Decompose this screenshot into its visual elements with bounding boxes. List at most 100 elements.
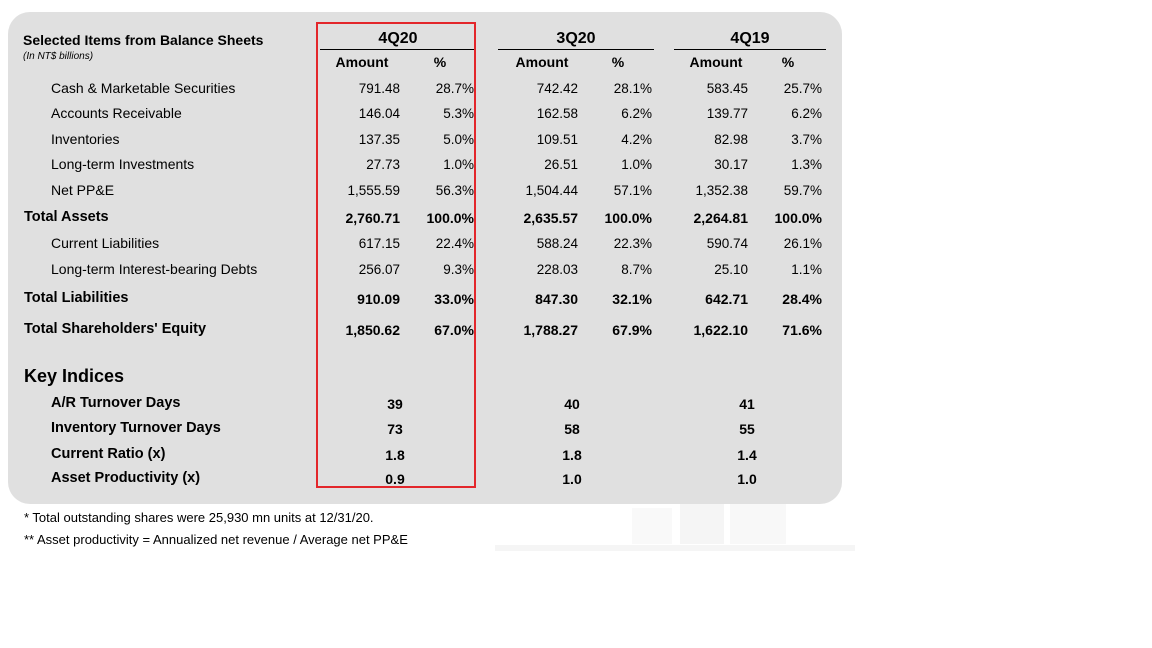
pct-header: %	[781, 54, 795, 70]
percent-cell: 1.1%	[791, 262, 822, 277]
amount-cell: 1,622.10	[693, 322, 749, 338]
percent-cell: 32.1%	[612, 291, 652, 307]
balance-sheet-panel	[8, 12, 842, 504]
key-index-value: 0.9	[385, 471, 405, 487]
key-index-value: 1.8	[385, 447, 405, 463]
percent-cell: 100.0%	[774, 210, 822, 226]
amount-cell: 588.24	[536, 236, 578, 251]
percent-cell: 3.7%	[791, 132, 822, 147]
percent-cell: 5.0%	[443, 132, 474, 147]
amount-header: Amount	[689, 54, 743, 70]
percent-cell: 28.1%	[613, 81, 652, 96]
amount-cell: 256.07	[358, 262, 400, 277]
percent-cell: 71.6%	[782, 322, 822, 338]
key-index-label: A/R Turnover Days	[51, 395, 181, 411]
percent-cell: 22.4%	[435, 236, 474, 251]
amount-cell: 910.09	[357, 291, 400, 307]
amount-cell: 2,635.57	[523, 210, 579, 226]
period-header: 4Q20	[378, 30, 418, 47]
amount-cell: 583.45	[706, 81, 748, 96]
row-label: Net PP&E	[51, 182, 115, 198]
percent-cell: 6.2%	[621, 106, 652, 121]
table-title: Selected Items from Balance Sheets	[23, 32, 264, 48]
key-index-label: Current Ratio (x)	[51, 446, 166, 462]
row-label: Current Liabilities	[51, 235, 160, 251]
amount-header: Amount	[335, 54, 389, 70]
amount-cell: 109.51	[536, 132, 578, 147]
amount-cell: 82.98	[714, 132, 748, 147]
amount-cell: 590.74	[706, 236, 748, 251]
amount-cell: 1,555.59	[347, 183, 400, 198]
percent-cell: 56.3%	[435, 183, 474, 198]
percent-cell: 8.7%	[621, 262, 652, 277]
key-index-value: 1.0	[562, 471, 582, 487]
key-index-label: Inventory Turnover Days	[51, 420, 221, 436]
amount-cell: 228.03	[536, 262, 578, 277]
key-index-value: 41	[739, 396, 755, 412]
key-index-value: 58	[564, 421, 580, 437]
percent-cell: 67.9%	[612, 322, 652, 338]
percent-cell: 100.0%	[426, 210, 474, 226]
amount-cell: 1,504.44	[525, 183, 578, 198]
background-decoration	[495, 545, 855, 551]
amount-cell: 26.51	[544, 157, 578, 172]
amount-cell: 1,352.38	[695, 183, 748, 198]
amount-cell: 162.58	[536, 106, 578, 121]
pct-header: %	[433, 54, 447, 70]
percent-cell: 6.2%	[791, 106, 822, 121]
percent-cell: 33.0%	[434, 291, 474, 307]
amount-cell: 27.73	[366, 157, 400, 172]
amount-cell: 742.42	[536, 81, 578, 96]
key-index-value: 40	[564, 396, 580, 412]
amount-cell: 146.04	[358, 106, 400, 121]
row-label-total: Total Shareholders' Equity	[24, 321, 207, 337]
pct-header: %	[611, 54, 625, 70]
period-header: 4Q19	[730, 30, 770, 47]
amount-cell: 847.30	[535, 291, 578, 307]
row-label: Inventories	[51, 131, 120, 147]
key-index-value: 55	[739, 421, 755, 437]
amount-cell: 791.48	[358, 81, 400, 96]
amount-cell: 1,788.27	[523, 322, 579, 338]
percent-cell: 5.3%	[443, 106, 474, 121]
amount-cell: 139.77	[706, 106, 748, 121]
amount-cell: 137.35	[358, 132, 400, 147]
key-indices-title: Key Indices	[24, 366, 125, 386]
key-index-value: 39	[387, 396, 403, 412]
row-label: Long-term Interest-bearing Debts	[51, 261, 258, 277]
percent-cell: 9.3%	[443, 262, 474, 277]
key-index-value: 1.4	[737, 447, 757, 463]
row-label: Long-term Investments	[51, 156, 195, 172]
period-header: 3Q20	[556, 30, 596, 47]
background-decoration	[730, 498, 786, 544]
key-index-value: 1.8	[562, 447, 582, 463]
percent-cell: 57.1%	[613, 183, 652, 198]
period-underline	[498, 49, 654, 50]
percent-cell: 67.0%	[434, 322, 474, 338]
amount-cell: 2,264.81	[693, 210, 749, 226]
percent-cell: 59.7%	[783, 183, 822, 198]
percent-cell: 1.0%	[443, 157, 474, 172]
key-index-label: Asset Productivity (x)	[51, 470, 201, 486]
table-unit: (In NT$ billions)	[23, 51, 94, 62]
period-underline	[320, 49, 474, 50]
footnote: * Total outstanding shares were 25,930 m…	[24, 510, 374, 525]
highlight-box-4q20	[316, 22, 476, 488]
percent-cell: 26.1%	[783, 236, 822, 251]
period-underline	[674, 49, 826, 50]
percent-cell: 28.4%	[782, 291, 822, 307]
amount-cell: 642.71	[705, 291, 748, 307]
key-index-value: 1.0	[737, 471, 757, 487]
row-label-total: Total Liabilities	[24, 290, 129, 306]
row-label: Accounts Receivable	[51, 105, 182, 121]
amount-cell: 30.17	[714, 157, 748, 172]
amount-cell: 2,760.71	[345, 210, 401, 226]
percent-cell: 4.2%	[621, 132, 652, 147]
key-index-value: 73	[387, 421, 403, 437]
amount-cell: 25.10	[714, 262, 748, 277]
row-label: Cash & Marketable Securities	[51, 80, 236, 96]
footnote: ** Asset productivity = Annualized net r…	[24, 532, 408, 547]
row-label-total: Total Assets	[24, 209, 109, 225]
percent-cell: 1.3%	[791, 157, 822, 172]
background-decoration	[632, 508, 672, 544]
